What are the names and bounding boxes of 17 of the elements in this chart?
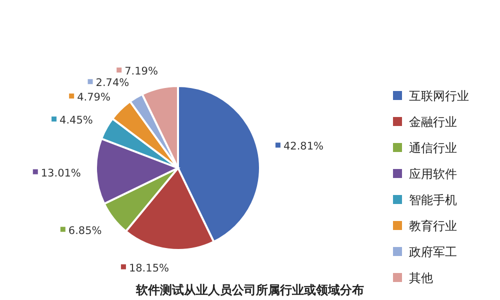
text: 软件测试从业人员公司所属行业或领域分布 bbox=[135, 283, 364, 297]
legend-label: 教育行业 bbox=[409, 219, 457, 233]
data-label: 18.15% bbox=[128, 262, 170, 274]
legend-label: 通信行业 bbox=[409, 141, 457, 155]
legend-label: 应用软件 bbox=[409, 167, 457, 181]
legend-label: 政府军工 bbox=[409, 245, 457, 259]
legend-label: 其他 bbox=[409, 271, 433, 285]
data-label: 42.81% bbox=[283, 140, 324, 153]
data-label: 7.19% bbox=[124, 66, 158, 78]
legend-label: 金融行业 bbox=[409, 115, 457, 129]
data-label: 13.01% bbox=[40, 167, 81, 180]
data-label: 6.85% bbox=[68, 224, 102, 237]
data-label: 2.74% bbox=[96, 77, 130, 90]
data-label: 4.79% bbox=[77, 92, 110, 104]
legend-label: 互联网行业 bbox=[409, 89, 469, 103]
data-label: 4.45% bbox=[60, 114, 93, 127]
legend-label: 智能手机 bbox=[409, 193, 457, 207]
